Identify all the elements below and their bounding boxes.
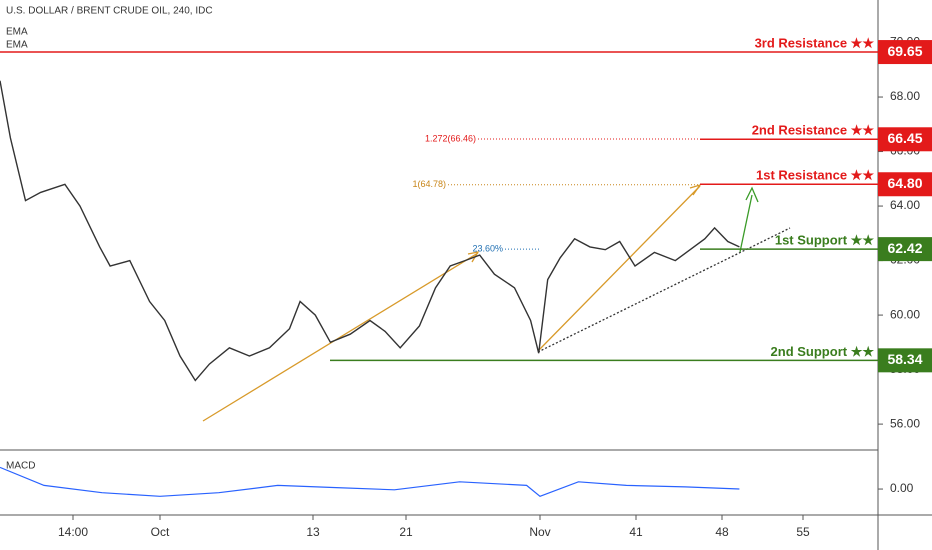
forecast-arrow [739, 194, 753, 253]
x-tick-label: 21 [399, 525, 413, 539]
price-line [0, 80, 740, 382]
annotations [202, 183, 791, 422]
x-tick-label: Nov [529, 525, 550, 539]
price-tag-label: 58.34 [887, 351, 922, 367]
symbol: U.S. DOLLAR / BRENT CRUDE OIL, 240, IDC [6, 6, 213, 17]
macd-title: MACD [6, 461, 35, 472]
level-name: 3rd Resistance ★★ [755, 35, 875, 50]
x-tick-label: 55 [796, 525, 810, 539]
price-tag [878, 127, 932, 152]
trend-arrow [202, 252, 479, 422]
price-tag [878, 172, 932, 197]
price-tag-label: 62.42 [887, 240, 922, 256]
price-tag-label: 64.80 [887, 175, 922, 191]
price-tag-label: 69.65 [887, 43, 922, 59]
level-name: 1st Support ★★ [775, 233, 874, 248]
fib-label: 1(64.78) [412, 179, 446, 189]
price-tag [878, 348, 932, 373]
macd-line [0, 466, 740, 497]
level-name: 2nd Resistance ★★ [752, 123, 875, 138]
indicator: EMA [6, 40, 28, 51]
y-tick-label: 68.00 [890, 89, 920, 103]
fib-label: 1.272(66.46) [425, 133, 476, 143]
x-tick-label: 48 [715, 525, 729, 539]
trend-arrow [537, 185, 701, 352]
arrow-head [467, 251, 480, 263]
level-name: 2nd Support ★★ [771, 344, 875, 359]
level-name: 1st Resistance ★★ [756, 168, 874, 183]
x-tick-label: 13 [306, 525, 320, 539]
y-tick-label: 0.00 [890, 481, 914, 495]
trend-line [537, 227, 791, 353]
arrow-head [745, 186, 759, 203]
y-tick-label: 60.00 [890, 307, 920, 321]
y-tick-label: 64.00 [890, 198, 920, 212]
price-tag-label: 66.45 [887, 130, 922, 146]
y-tick-label: 56.00 [890, 416, 920, 430]
fib-label: 23.60% [472, 243, 503, 253]
x-tick-label: Oct [151, 525, 170, 539]
price-tag [878, 237, 932, 262]
indicator: EMA [6, 27, 28, 38]
x-tick-label: 14:00 [58, 525, 88, 539]
price-tag [878, 40, 932, 65]
x-tick-label: 41 [629, 525, 643, 539]
